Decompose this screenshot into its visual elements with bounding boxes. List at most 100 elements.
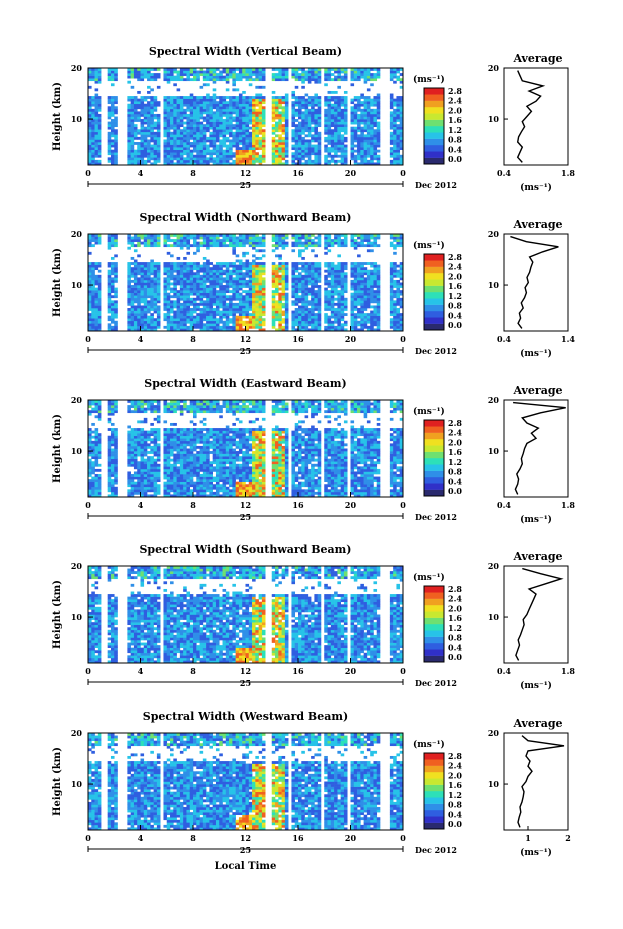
heatmap-cell — [330, 147, 335, 150]
heatmap-cell — [376, 157, 381, 161]
heatmap-cell — [278, 269, 282, 273]
heatmap-cell — [150, 139, 154, 143]
heatmap-cell — [170, 267, 174, 271]
heatmap-cell — [114, 131, 118, 135]
heatmap-cell — [258, 290, 263, 294]
heatmap-cell — [376, 297, 381, 301]
heatmap-cell — [291, 320, 296, 324]
heatmap-cell — [183, 239, 187, 242]
heatmap-cell — [193, 323, 197, 327]
heatmap-cell — [242, 302, 246, 306]
heatmap-cell — [179, 147, 184, 150]
heatmap-cell — [147, 121, 151, 125]
heatmap-cell — [350, 297, 355, 301]
heatmap-cell — [140, 126, 145, 130]
heatmap-cell — [199, 279, 204, 283]
heatmap-cell — [235, 96, 240, 99]
heatmap-cell — [301, 103, 305, 107]
heatmap-cell — [183, 108, 187, 112]
heatmap-cell — [258, 256, 263, 260]
heatmap-cell — [133, 262, 138, 265]
heatmap-cell — [258, 269, 263, 273]
heatmap-cell — [170, 78, 174, 82]
heatmap-cell — [212, 131, 217, 135]
heatmap-cell — [255, 256, 259, 260]
heatmap-cell — [229, 305, 233, 309]
heatmap-cell — [281, 274, 286, 278]
heatmap-cell — [183, 131, 187, 135]
heatmap-cell — [206, 313, 210, 316]
heatmap-cell — [193, 111, 197, 115]
heatmap-cell — [127, 279, 131, 283]
heatmap-cell — [353, 300, 358, 304]
heatmap-cell — [156, 75, 161, 79]
heatmap-cell — [88, 285, 92, 288]
heatmap-cell — [245, 302, 250, 306]
heatmap-cell — [114, 152, 118, 156]
heatmap-cell — [245, 295, 250, 299]
heatmap-cell — [301, 119, 305, 122]
heatmap-cell — [183, 267, 187, 271]
heatmap-cell — [229, 70, 233, 74]
heatmap-cell — [360, 239, 364, 242]
heatmap-cell — [353, 246, 358, 250]
heatmap-cell — [376, 310, 381, 314]
heatmap-cell — [94, 325, 99, 329]
heatmap-cell — [202, 244, 207, 248]
heatmap-cell — [133, 249, 138, 253]
heatmap-cell — [376, 93, 381, 97]
heatmap-cell — [170, 290, 174, 294]
heatmap-cell — [357, 106, 361, 110]
heatmap-cell — [91, 272, 95, 276]
heatmap-cell — [107, 159, 112, 163]
heatmap-cell — [137, 262, 141, 265]
heatmap-cell — [127, 292, 131, 296]
heatmap-cell — [183, 129, 187, 133]
heatmap-cell — [245, 152, 250, 156]
heatmap-cell — [110, 103, 115, 107]
heatmap-cell — [186, 98, 191, 102]
heatmap-cell — [353, 75, 358, 79]
heatmap-cell — [248, 285, 253, 288]
heatmap-cell — [291, 144, 296, 148]
heatmap-cell — [252, 320, 256, 324]
heatmap-cell — [235, 131, 240, 135]
heatmap-cell — [389, 305, 394, 309]
heatmap-cell — [275, 272, 279, 276]
heatmap-cell — [389, 297, 394, 301]
heatmap-cell — [166, 239, 171, 242]
heatmap-cell — [209, 136, 213, 140]
heatmap-cell — [399, 313, 404, 316]
heatmap-cell — [215, 262, 220, 265]
heatmap-cell — [278, 154, 282, 158]
heatmap-cell — [317, 295, 322, 299]
heatmap-cell — [94, 159, 99, 163]
heatmap-cell — [327, 139, 332, 143]
heatmap-cell — [275, 310, 279, 314]
heatmap-cell — [311, 126, 315, 130]
heatmap-cell — [245, 285, 250, 288]
heatmap-cell — [179, 142, 184, 145]
average-title: Average — [512, 52, 562, 65]
heatmap-cell — [199, 310, 204, 314]
heatmap-cell — [301, 78, 305, 82]
heatmap-cell — [222, 302, 227, 306]
heatmap-cell — [324, 83, 328, 87]
heatmap-cell — [366, 154, 371, 158]
heatmap-cell — [261, 129, 266, 133]
heatmap-cell — [166, 136, 171, 140]
heatmap-cell — [396, 159, 401, 163]
heatmap-cell — [94, 241, 99, 245]
heatmap-cell — [373, 277, 378, 281]
heatmap-cell — [373, 234, 378, 237]
heatmap-cell — [373, 310, 378, 314]
heatmap-cell — [327, 124, 332, 128]
heatmap-cell — [271, 272, 276, 276]
heatmap-cell — [258, 142, 263, 145]
heatmap-cell — [153, 318, 158, 322]
heatmap-cell — [215, 131, 220, 135]
heatmap-cell — [147, 241, 151, 245]
heatmap-cell — [278, 282, 282, 286]
heatmap-cell — [252, 290, 256, 294]
heatmap-cell — [353, 302, 358, 306]
